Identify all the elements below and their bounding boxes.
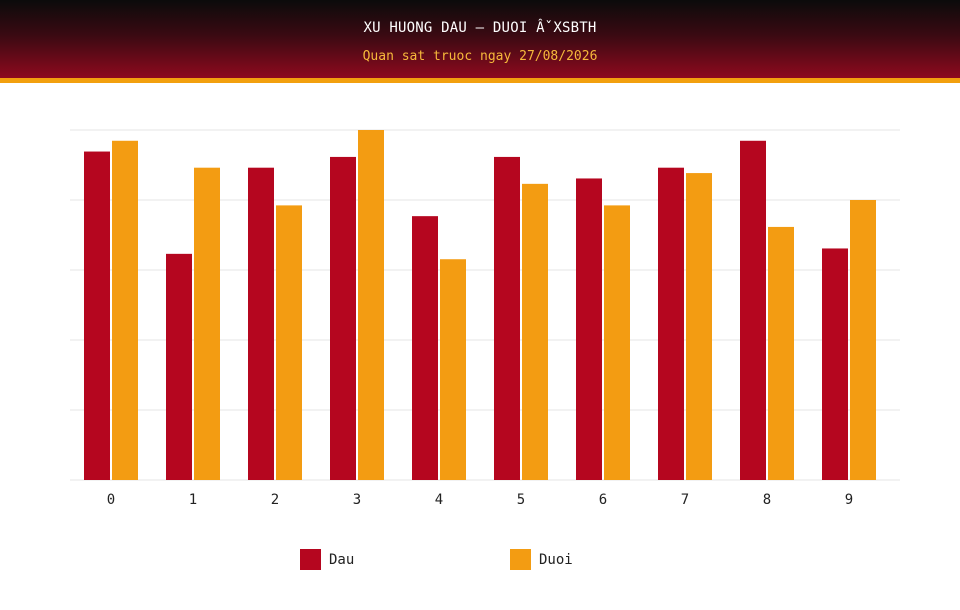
bar-duoi-2 xyxy=(276,205,302,480)
bar-duoi-8 xyxy=(768,226,794,480)
bar-dau-5 xyxy=(494,156,520,480)
x-tick-label: 5 xyxy=(517,492,525,508)
chart-legend: Dau Duoi xyxy=(0,549,960,573)
bar-dau-0 xyxy=(84,151,110,481)
chart-title: XU HUONG DAU – DUOI Â̌ XSBTH xyxy=(363,20,597,36)
legend-label-duoi: Duoi xyxy=(539,551,573,568)
chart-header: XU HUONG DAU – DUOI Â̌ XSBTH Quan sat tr… xyxy=(0,0,960,83)
x-tick-label: 9 xyxy=(845,492,853,508)
legend-swatch-dau xyxy=(300,549,321,570)
x-tick-label: 8 xyxy=(763,492,771,508)
x-tick-label: 7 xyxy=(681,492,689,508)
legend-item-duoi[interactable]: Duoi xyxy=(510,549,573,570)
x-tick-label: 2 xyxy=(271,492,279,508)
bar-duoi-1 xyxy=(194,167,220,480)
x-tick-label: 3 xyxy=(353,492,361,508)
bar-dau-1 xyxy=(166,253,192,480)
bar-duoi-5 xyxy=(522,183,548,480)
chart-subtitle: Quan sat truoc ngay 27/08/2026 xyxy=(362,49,598,64)
x-tick-label: 0 xyxy=(107,492,115,508)
bar-dau-2 xyxy=(248,167,274,480)
bar-dau-8 xyxy=(740,140,766,480)
bar-dau-3 xyxy=(330,156,356,480)
bar-duoi-7 xyxy=(686,173,712,481)
bar-duoi-3 xyxy=(358,130,384,480)
legend-swatch-duoi xyxy=(510,549,531,570)
legend-label-dau: Dau xyxy=(329,551,355,568)
bar-dau-7 xyxy=(658,167,684,480)
bar-duoi-4 xyxy=(440,259,466,480)
x-tick-label: 6 xyxy=(599,492,607,508)
bar-duoi-0 xyxy=(112,140,138,480)
x-tick-label: 4 xyxy=(435,492,443,508)
x-tick-label: 1 xyxy=(189,492,197,508)
bar-duoi-9 xyxy=(850,200,876,480)
bar-dau-4 xyxy=(412,216,438,480)
bar-dau-9 xyxy=(822,248,848,480)
legend-item-dau[interactable]: Dau xyxy=(300,549,354,570)
bar-duoi-6 xyxy=(604,205,630,480)
bar-dau-6 xyxy=(576,178,602,480)
